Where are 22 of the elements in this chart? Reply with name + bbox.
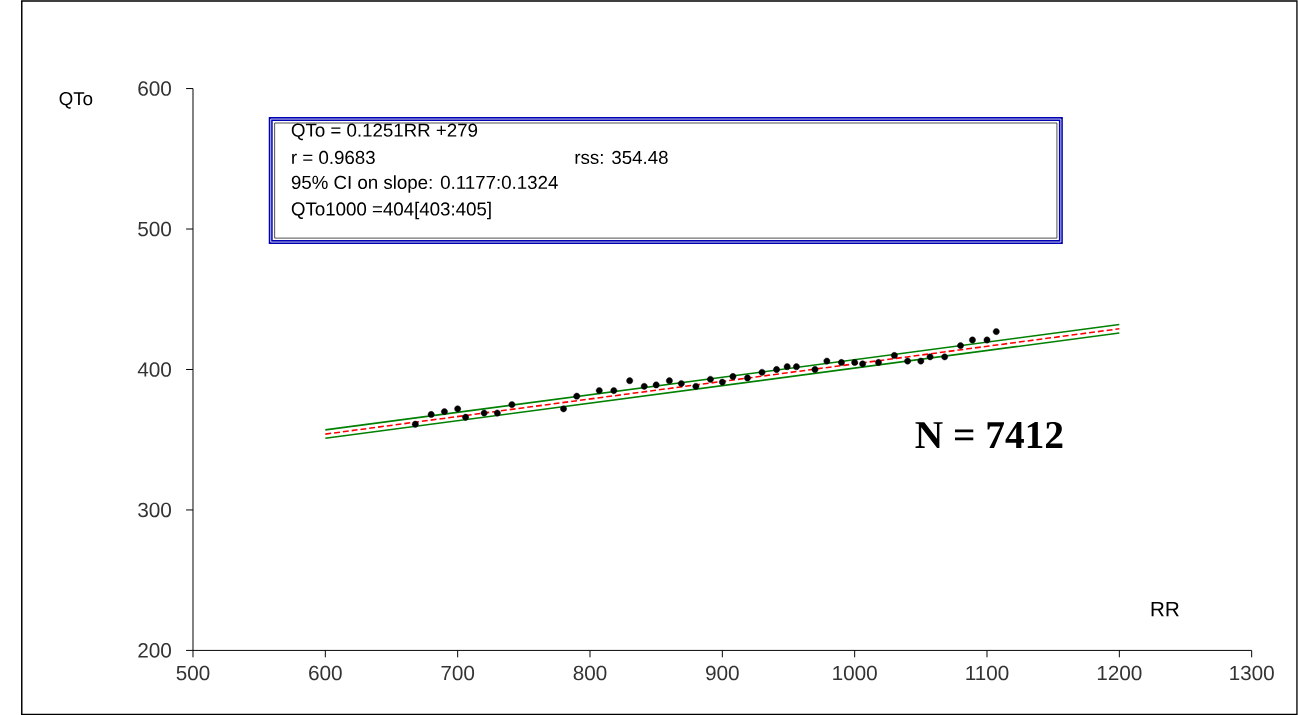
y-tick-label: 500 [138,221,171,237]
x-tick-label: 600 [309,665,342,681]
y-tick-label: 600 [138,81,171,96]
annotation: N = 7412 [915,421,1063,448]
x-tick-label: 800 [573,665,607,681]
x-tick-label: 1200 [1097,665,1142,681]
annotation: QTo = 0.1251RR +279 [291,123,478,140]
annotation: rss: 354.48 [575,150,668,164]
annotation: QTo1000 =404[403:405] [291,201,491,220]
x-tick-label: 500 [176,665,210,681]
x-tick-label: 900 [706,665,739,681]
x-tick-label: 700 [441,665,475,681]
y-axis-title: QTo [59,91,93,109]
annotation: 95% CI on slope: 0.1177:0.1324 [291,175,558,193]
y-tick-label: 400 [137,362,171,377]
x-axis-title: RR [1151,601,1179,617]
x-tick-label: 1300 [1230,665,1274,681]
x-tick-label: 1000 [833,665,877,681]
x-tick-label: 1100 [966,665,1009,681]
y-tick-label: 200 [138,642,171,658]
y-tick-label: 300 [138,502,171,518]
annotation: r = 0.9683 [292,150,375,164]
